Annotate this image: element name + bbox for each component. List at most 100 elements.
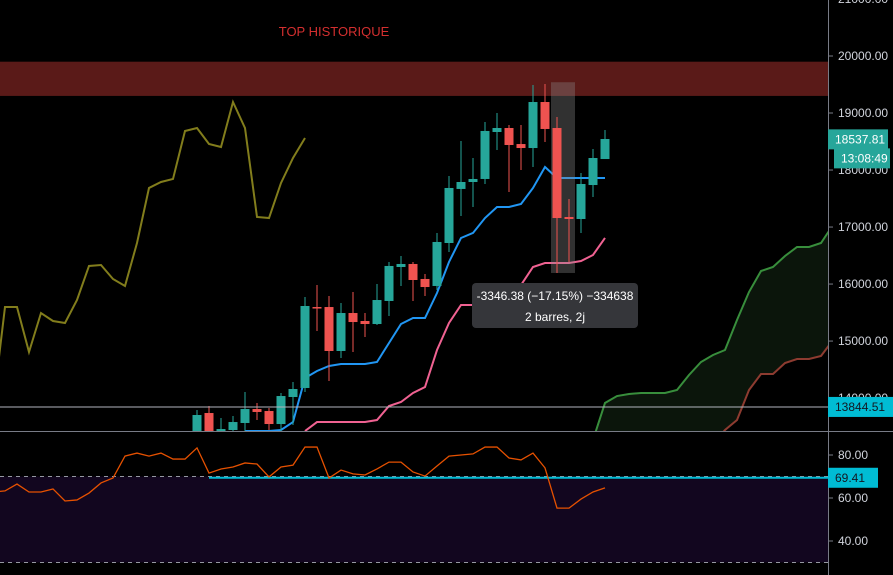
candle-body (264, 411, 274, 425)
candle[interactable] (300, 296, 310, 392)
ichimoku-cloud (595, 232, 828, 431)
all-time-high-zone[interactable] (0, 61, 828, 96)
measure-tooltip: -3346.38 (−17.15%) −334638 2 barres, 2j (472, 283, 638, 328)
candle-body (420, 278, 430, 288)
candle[interactable] (504, 124, 514, 192)
rsi-tick-label: 40.00 (838, 534, 868, 548)
candle-body (276, 396, 286, 425)
candle[interactable] (540, 83, 550, 142)
candle-body (216, 429, 226, 431)
candle-body (300, 306, 310, 388)
rsi-pane[interactable] (0, 446, 828, 563)
candle[interactable] (312, 285, 322, 331)
price-tick-label: 19000.00 (838, 106, 888, 120)
candle-body (480, 130, 490, 179)
candle-body (384, 265, 394, 301)
candle-body (408, 263, 418, 281)
candle[interactable] (420, 273, 430, 297)
candle[interactable] (336, 302, 346, 358)
candle[interactable] (324, 296, 334, 381)
candle[interactable] (480, 122, 490, 184)
candle-body (576, 183, 586, 219)
rsi-level-tag: 69.41 (828, 467, 878, 488)
candle[interactable] (600, 130, 610, 160)
candle[interactable] (492, 113, 502, 151)
rsi-tick-label: 80.00 (838, 448, 868, 462)
candle[interactable] (192, 410, 202, 440)
candle-body (192, 415, 202, 431)
candle[interactable] (264, 407, 274, 431)
candle-body (564, 217, 574, 219)
candle[interactable] (396, 256, 406, 286)
candle[interactable] (288, 381, 298, 425)
candle[interactable] (516, 124, 526, 171)
candle-body (324, 307, 334, 351)
candle[interactable] (240, 391, 250, 432)
candle-body (240, 409, 250, 423)
bar-countdown-tag: 13:08:49 (834, 148, 890, 169)
measure-bars-text: 2 barres, 2j (525, 310, 585, 324)
candle-body (600, 139, 610, 160)
candle-body (468, 178, 478, 182)
candle[interactable] (276, 393, 286, 432)
candle[interactable] (204, 406, 214, 444)
candle-body (504, 128, 514, 145)
kijun-line[interactable] (304, 237, 606, 431)
price-tick-label: 17000.00 (838, 220, 888, 234)
senkou_b-line[interactable] (713, 340, 833, 444)
candle-body (372, 300, 382, 325)
candle-body (252, 409, 262, 412)
last-price-tag-background (828, 129, 888, 150)
candle-body (348, 313, 358, 323)
candle[interactable] (408, 261, 418, 301)
candle[interactable] (444, 176, 454, 253)
candle-body (204, 413, 214, 431)
candle[interactable] (456, 141, 466, 216)
candle-body (360, 320, 370, 325)
candle[interactable] (552, 117, 562, 273)
measure-tooltip-background (472, 283, 638, 328)
candle-body (516, 144, 526, 149)
candle[interactable] (372, 283, 382, 326)
candle-body (432, 241, 442, 286)
candle-body (396, 263, 406, 268)
candle[interactable] (360, 313, 370, 338)
candle[interactable] (588, 148, 598, 197)
candle[interactable] (432, 232, 442, 290)
candle[interactable] (468, 157, 478, 208)
horizontal-line-price-tag-background (828, 396, 893, 417)
chikou-line[interactable] (0, 99, 306, 407)
rsi-line[interactable] (0, 446, 606, 509)
senkou_a-line[interactable] (593, 225, 833, 440)
horizontal-line-price-tag-text: 13844.51 (835, 400, 885, 414)
candle[interactable] (384, 261, 394, 316)
candle-body (456, 181, 466, 189)
candle-body (312, 307, 322, 309)
candle[interactable] (564, 198, 574, 262)
price-tick-label: 21000.00 (838, 0, 888, 6)
last-price-tag-text: 18537.81 (835, 132, 885, 146)
horizontal-line-price-tag: 13844.51 (828, 396, 893, 417)
bar-countdown-tag-text: 13:08:49 (841, 151, 888, 165)
candle-body (552, 128, 562, 219)
price-pane[interactable]: TOP HISTORIQUE -3346.38 (−17.15%) −334638… (0, 24, 833, 444)
candle[interactable] (216, 418, 226, 432)
candle[interactable] (348, 292, 358, 353)
price-tick-label: 15000.00 (838, 334, 888, 348)
bar-countdown-tag-background (834, 148, 890, 169)
last-price-tag: 18537.81 (828, 129, 888, 150)
rsi-level-tag-text: 69.41 (835, 471, 865, 485)
rsi-tick-label: 60.00 (838, 491, 868, 505)
candle[interactable] (228, 416, 238, 432)
price-axis[interactable]: 21000.0020000.0019000.0018000.0017000.00… (828, 0, 893, 575)
measure-change-text: -3346.38 (−17.15%) −334638 (477, 289, 634, 303)
candle[interactable] (252, 402, 262, 421)
candle[interactable] (576, 172, 586, 233)
annotation-label: TOP HISTORIQUE (279, 24, 390, 39)
price-tick-label: 20000.00 (838, 49, 888, 63)
rsi-band (0, 476, 828, 563)
price-tick-label: 16000.00 (838, 277, 888, 291)
candle[interactable] (528, 85, 538, 168)
candle-body (528, 102, 538, 149)
